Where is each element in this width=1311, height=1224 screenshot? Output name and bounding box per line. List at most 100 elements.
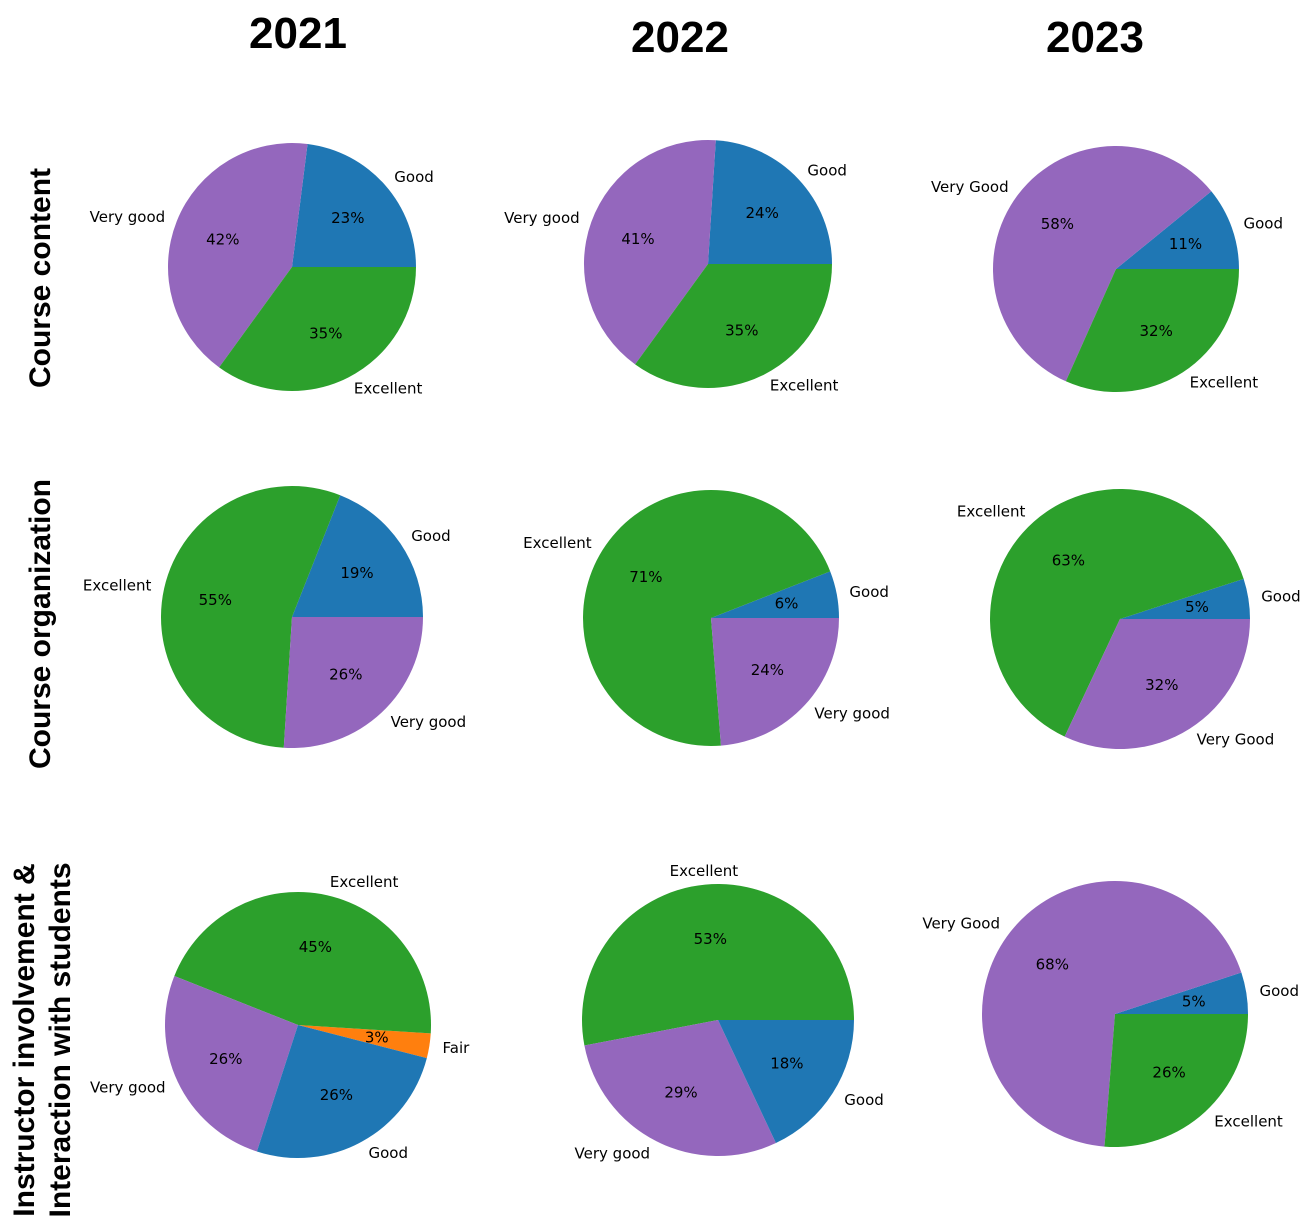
pie-slice-excellent <box>219 267 416 392</box>
column-title-2021: 2021 <box>249 9 347 58</box>
pie-category-label: Good <box>1244 215 1284 233</box>
pie-slice-excellent <box>635 264 832 389</box>
pie-slice-excellent <box>1104 1014 1248 1147</box>
pies: 23% Good 42% Very good 35% Excellent 24% Good 41… <box>83 139 1301 1162</box>
column-title-2023: 2023 <box>1046 13 1144 62</box>
pie-percent-label: 41% <box>621 230 654 248</box>
pie-category-label: Very good <box>391 713 467 731</box>
pie-slice-excellent <box>174 891 432 1034</box>
pie-slice-excellent <box>1065 269 1239 392</box>
pie-2021-instructor-involvement-interaction-with-students: 3% Fair 45% Excellent 26% Very good 26% Good <box>90 873 470 1162</box>
pie-2021-course-content: 23% Good 42% Very good 35% Excellent <box>90 143 434 398</box>
pie-slice-good <box>718 1020 854 1144</box>
pie-category-label: Excellent <box>770 377 839 395</box>
pie-percent-label: 6% <box>775 595 799 613</box>
pie-category-label: Fair <box>443 1039 471 1057</box>
pie-percent-label: 63% <box>1052 552 1085 570</box>
pie-category-label: Good <box>369 1144 409 1162</box>
pie-percent-label: 23% <box>331 209 364 227</box>
pie-slice-good <box>711 571 840 618</box>
pie-2022-course-organization: 6% Good 71% Excellent 24% Very good <box>523 489 890 746</box>
pie-slice-good <box>256 1025 427 1158</box>
pie-category-label: Good <box>394 168 434 186</box>
pie-category-label: Excellent <box>957 503 1026 521</box>
pie-percent-label: 19% <box>340 564 373 582</box>
pie-category-label: Excellent <box>1214 1113 1283 1131</box>
pie-slice-excellent <box>990 489 1244 737</box>
pie-slice-very-good <box>981 880 1242 1147</box>
pie-slice-very-good <box>992 145 1212 382</box>
pie-slice-very-good <box>1064 619 1250 750</box>
pie-percent-label: 35% <box>309 324 342 342</box>
pie-category-label: Good <box>849 583 889 601</box>
pie-percent-label: 5% <box>1182 992 1206 1010</box>
pie-category-label: Very good <box>504 209 580 227</box>
pie-slice-good <box>292 143 416 267</box>
pie-slice-very-good <box>165 976 298 1152</box>
pie-percent-label: 42% <box>206 231 239 249</box>
pie-category-label: Very good <box>814 705 890 723</box>
pie-slice-good <box>1115 972 1248 1014</box>
pie-slice-excellent <box>160 485 341 748</box>
pie-category-label: Very Good <box>922 915 1000 933</box>
pie-slice-very-good <box>167 143 308 368</box>
pie-percent-label: 71% <box>629 568 662 586</box>
pie-percent-label: 24% <box>746 204 779 222</box>
pie-percent-label: 11% <box>1169 235 1202 253</box>
pie-2022-instructor-involvement-interaction-with-students: 53% Excellent 29% Very good 18% Good <box>575 862 884 1162</box>
pie-2023-instructor-involvement-interaction-with-students: 5% Good 68% Very Good 26% Excellent <box>922 880 1300 1147</box>
pie-category-label: Very Good <box>931 178 1009 196</box>
pie-slice-excellent <box>582 883 854 1046</box>
pie-slice-fair <box>298 1025 431 1059</box>
pie-category-label: Very good <box>90 1078 166 1096</box>
pie-percent-label: 29% <box>664 1084 697 1102</box>
pie-category-label: Excellent <box>1190 374 1259 392</box>
pie-category-label: Good <box>411 527 451 545</box>
pie-category-label: Excellent <box>523 534 592 552</box>
pie-percent-label: 35% <box>725 321 758 339</box>
pie-slice-very-good <box>584 1020 776 1157</box>
pie-percent-label: 53% <box>694 930 727 948</box>
pie-percent-label: 24% <box>751 661 784 679</box>
pie-category-label: Good <box>844 1091 884 1109</box>
pie-percent-label: 45% <box>299 938 332 956</box>
pie-percent-label: 5% <box>1185 598 1209 616</box>
pie-category-label: Excellent <box>354 380 423 398</box>
pie-slice-good <box>292 495 423 617</box>
pie-slice-good <box>1116 191 1239 269</box>
pie-category-label: Excellent <box>670 862 739 880</box>
pie-2023-course-organization: 5% Good 63% Excellent 32% Very Good <box>957 489 1301 750</box>
pie-category-label: Excellent <box>83 577 152 595</box>
pie-2023-course-content: 11% Good 58% Very Good 32% Excellent <box>931 145 1284 392</box>
column-title-2022: 2022 <box>631 13 729 62</box>
pie-percent-label: 58% <box>1041 215 1074 233</box>
pie-category-label: Good <box>807 162 847 180</box>
pie-percent-label: 32% <box>1145 676 1178 694</box>
pie-percent-label: 32% <box>1140 322 1173 340</box>
pie-category-label: Very good <box>90 208 166 226</box>
pie-percent-label: 26% <box>329 665 362 683</box>
pie-percent-label: 68% <box>1036 956 1069 974</box>
pie-percent-label: 3% <box>365 1029 389 1047</box>
pie-category-label: Excellent <box>330 873 399 891</box>
pie-slice-very-good <box>711 618 839 746</box>
pie-percent-label: 55% <box>199 591 232 609</box>
pie-percent-label: 26% <box>209 1050 242 1068</box>
pie-category-label: Very Good <box>1197 731 1275 749</box>
pie-category-label: Good <box>1261 588 1301 606</box>
pie-slice-good <box>708 140 832 264</box>
pie-percent-label: 18% <box>770 1055 803 1073</box>
pie-2021-course-organization: 19% Good 55% Excellent 26% Very good <box>83 485 467 748</box>
row-title-instructor-involvement: Instructor involvement & <box>8 863 41 1216</box>
pie-category-label: Good <box>1260 982 1300 1000</box>
pie-slice-very-good <box>283 617 423 748</box>
row-title-interaction-with-students: Interaction with students <box>44 862 77 1217</box>
row-title-course-organization: Course organization <box>24 479 57 769</box>
pie-percent-label: 26% <box>1152 1064 1185 1082</box>
pie-slice-excellent <box>583 489 831 746</box>
pie-percent-label: 26% <box>320 1086 353 1104</box>
pie-2022-course-content: 24% Good 41% Very good 35% Excellent <box>504 139 847 395</box>
pie-slice-good <box>1120 578 1250 619</box>
pie-slice-very-good <box>583 139 716 365</box>
